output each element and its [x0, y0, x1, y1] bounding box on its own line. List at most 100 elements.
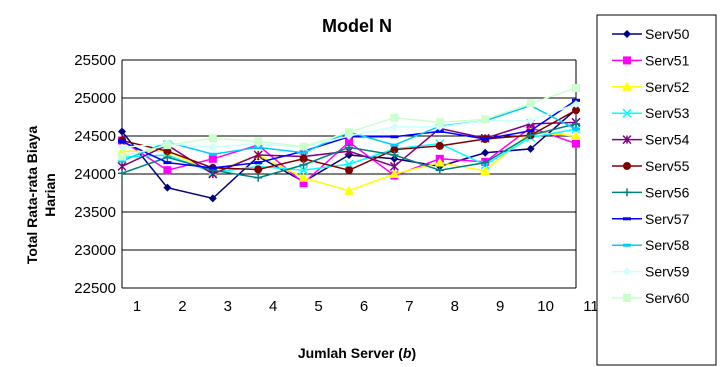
x-tick-label: 10	[537, 298, 554, 315]
legend-item: Serv52	[612, 79, 690, 95]
legend-item: Serv57	[612, 211, 690, 227]
data-point	[526, 144, 535, 153]
data-point	[163, 161, 172, 165]
data-point	[526, 99, 535, 108]
data-point	[572, 84, 580, 93]
legend-item: Serv54	[612, 132, 690, 148]
data-point	[344, 185, 354, 195]
x-tick-label: 9	[496, 298, 504, 315]
data-point	[208, 143, 217, 152]
y-tick-label: 24500	[74, 128, 116, 145]
x-tick-label: 8	[451, 298, 459, 315]
data-point	[435, 129, 444, 133]
data-point	[163, 153, 172, 162]
x-tick-label: 5	[314, 298, 322, 315]
legend-box	[596, 14, 717, 366]
data-point	[390, 135, 399, 139]
data-point	[481, 115, 490, 124]
legend-marker	[623, 294, 631, 302]
data-point	[435, 166, 444, 175]
data-point	[163, 147, 172, 156]
legend-label: Serv50	[645, 26, 690, 42]
data-point	[481, 148, 490, 157]
data-point	[345, 143, 353, 152]
data-point	[254, 161, 263, 165]
data-point	[390, 143, 399, 147]
x-axis-title-prefix: Jumlah Server (	[298, 345, 403, 361]
x-tick-label: 7	[405, 298, 413, 315]
x-tick-labels: 1 2 3 4 5 6 7 8 9 10 11	[133, 298, 599, 315]
legend-label: Serv53	[645, 105, 690, 121]
data-point	[572, 127, 580, 131]
y-tick-label: 25000	[74, 90, 116, 107]
data-point	[390, 145, 399, 154]
data-point	[254, 137, 263, 146]
data-point	[208, 194, 217, 203]
legend-item: Serv55	[612, 158, 690, 174]
data-point	[526, 129, 535, 133]
data-point	[344, 159, 354, 169]
legend-label: Serv54	[645, 132, 690, 148]
data-point	[434, 157, 445, 167]
data-point	[435, 118, 444, 127]
data-point	[118, 169, 126, 178]
data-point	[118, 152, 126, 161]
data-point	[254, 173, 263, 182]
y-tick-label: 24000	[74, 166, 116, 183]
legend-label: Serv60	[645, 290, 690, 306]
data-point	[390, 113, 399, 122]
data-point	[389, 161, 399, 171]
x-tick-label: 1	[133, 298, 141, 315]
legend-marker	[623, 188, 631, 197]
data-point	[345, 128, 353, 137]
data-point	[572, 139, 580, 148]
data-point	[118, 143, 126, 152]
legend-label: Serv58	[645, 237, 690, 253]
y-tick-label: 25500	[74, 52, 116, 69]
data-point	[571, 131, 581, 140]
legend-label: Serv51	[645, 52, 690, 68]
data-point	[481, 158, 490, 167]
data-point	[118, 159, 126, 163]
data-point	[572, 106, 580, 115]
data-point	[299, 165, 309, 175]
data-point	[572, 100, 580, 109]
x-tick-label: 4	[269, 298, 277, 315]
data-point	[208, 152, 217, 156]
legend-label: Serv55	[645, 158, 690, 174]
data-point	[208, 166, 217, 170]
data-point	[254, 165, 263, 174]
legend-marker	[622, 81, 632, 91]
legend-item: Serv56	[612, 184, 690, 200]
data-point	[480, 165, 491, 175]
data-point	[298, 172, 309, 182]
data-point	[345, 138, 353, 147]
legend-item: Serv50	[612, 26, 690, 42]
data-point	[118, 139, 126, 143]
data-point	[390, 151, 399, 159]
data-point	[390, 122, 399, 131]
data-point	[208, 154, 217, 163]
data-point	[163, 141, 172, 150]
legend-marker	[623, 267, 631, 276]
data-point	[389, 169, 400, 178]
legend-marker	[623, 56, 631, 65]
x-axis-title: Jumlah Server (b)	[298, 345, 416, 361]
legend-item: Serv51	[612, 52, 690, 68]
legend-item: Serv58	[612, 237, 690, 253]
y-tick-labels: 22500 23000 23500 24000 24500 25000 25500	[74, 52, 116, 297]
y-tick-label: 23000	[74, 242, 116, 259]
data-point	[435, 141, 444, 150]
data-point	[345, 166, 353, 175]
y-axis-title-line2: Harian	[42, 173, 58, 217]
data-point	[118, 127, 126, 136]
plot-area	[117, 84, 581, 203]
legend-item: Serv59	[612, 264, 690, 280]
legend-label: Serv52	[645, 79, 690, 95]
data-point	[299, 142, 308, 151]
legend-marker	[623, 162, 631, 170]
data-point	[526, 131, 535, 140]
data-point	[299, 179, 308, 188]
legend-marker	[622, 108, 632, 118]
